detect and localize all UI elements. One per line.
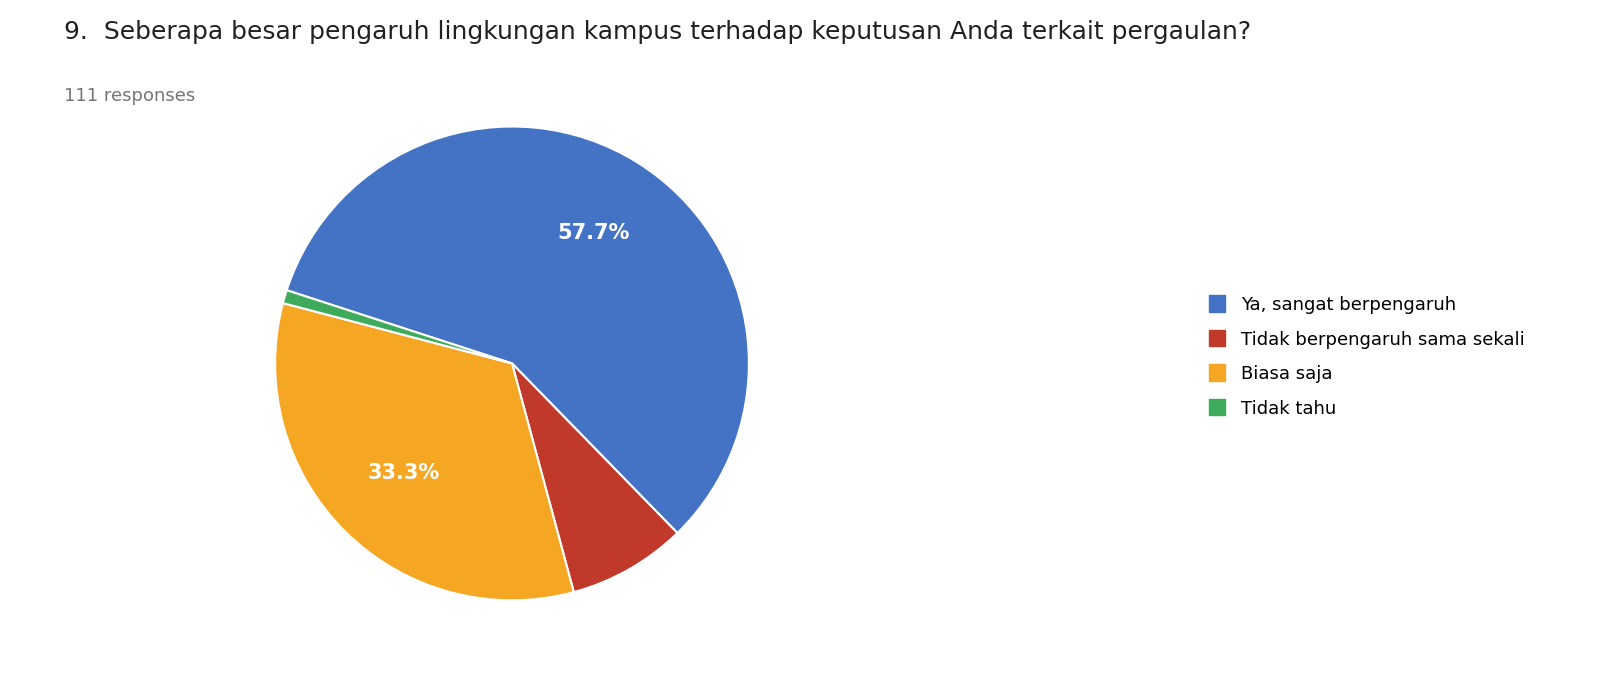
Text: 57.7%: 57.7% [557,223,629,243]
Wedge shape [286,127,749,533]
Legend: Ya, sangat berpengaruh, Tidak berpengaruh sama sekali, Biasa saja, Tidak tahu: Ya, sangat berpengaruh, Tidak berpengaru… [1190,278,1542,435]
Text: 33.3%: 33.3% [368,462,440,483]
Text: 9.  Seberapa besar pengaruh lingkungan kampus terhadap keputusan Anda terkait pe: 9. Seberapa besar pengaruh lingkungan ka… [64,20,1251,44]
Wedge shape [283,290,512,363]
Wedge shape [512,363,677,592]
Wedge shape [275,303,574,600]
Text: 111 responses: 111 responses [64,87,195,106]
